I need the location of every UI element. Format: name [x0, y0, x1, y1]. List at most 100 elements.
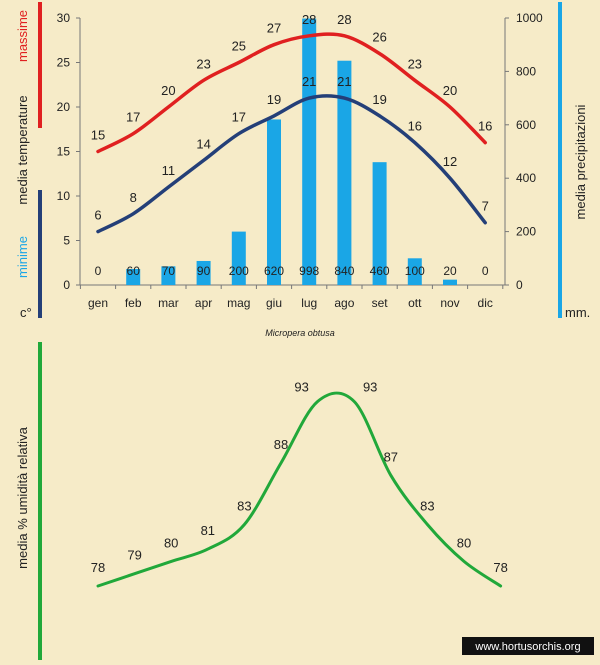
minime-data-label: 19	[267, 92, 281, 107]
left-tick-label: 5	[63, 234, 70, 248]
humidity-data-label: 88	[274, 437, 288, 452]
watermark-box	[462, 637, 594, 655]
minime-data-label: 11	[162, 163, 176, 178]
humidity-data-label: 83	[237, 499, 251, 514]
precip-axis-label: media precipitazioni	[573, 104, 588, 219]
minime-data-label: 17	[232, 110, 246, 125]
massime-data-label: 20	[161, 83, 175, 98]
x-tick-label: lug	[301, 296, 317, 310]
precip-bar	[196, 260, 211, 285]
celsius-unit: c°	[20, 305, 32, 320]
precip-data-label: 620	[264, 264, 284, 278]
precip-data-label: 998	[299, 264, 319, 278]
x-tick-label: apr	[195, 296, 212, 310]
humidity-data-label: 93	[294, 380, 308, 395]
x-tick-label: set	[372, 296, 389, 310]
precip-bar	[161, 266, 176, 285]
massime-data-label: 28	[302, 12, 316, 27]
precip-data-label: 100	[405, 264, 425, 278]
right-tick-label: 800	[516, 64, 536, 78]
humidity-data-label: 87	[384, 449, 398, 464]
mm-unit: mm.	[565, 305, 590, 320]
minime-line	[96, 94, 487, 234]
x-tick-label: ago	[334, 296, 354, 310]
massime-label: massime	[15, 10, 30, 62]
minime-data-label: 16	[408, 119, 422, 134]
minime-data-label: 21	[302, 74, 316, 89]
precip-bar	[126, 268, 141, 285]
massime-data-label: 16	[478, 119, 492, 134]
species-caption: Micropera obtusa	[265, 328, 335, 338]
precip-data-label: 90	[197, 264, 211, 278]
massime-data-label: 23	[196, 56, 210, 71]
humidity-data-label: 81	[201, 523, 215, 538]
x-tick-label: nov	[440, 296, 459, 310]
x-tick-label: feb	[125, 296, 142, 310]
x-tick-label: giu	[266, 296, 282, 310]
precip-data-label: 20	[443, 264, 457, 278]
precip-bar	[443, 279, 457, 285]
precip-bar	[407, 258, 422, 285]
humidity-chart: 78 79 80 81 83 88 93 93 87 83 80 78	[91, 380, 508, 588]
watermark-text: www.hortusorchis.org	[474, 641, 580, 653]
humidity-data-label: 78	[493, 560, 507, 575]
media-temperature-label: media temperature	[15, 95, 30, 204]
humidity-axis-label: media % umidità relativa	[15, 426, 30, 568]
left-tick-label: 10	[57, 189, 71, 203]
x-tick-label: mar	[158, 296, 179, 310]
humidity-data-label: 79	[127, 548, 141, 563]
minime-data-label: 7	[482, 199, 489, 214]
left-tick-label: 0	[63, 278, 70, 292]
precip-data-label: 840	[334, 264, 354, 278]
x-tick-label: ott	[408, 296, 422, 310]
massime-line	[96, 32, 487, 154]
massime-data-label: 25	[232, 39, 246, 54]
precip-bar	[231, 231, 246, 285]
humidity-line	[96, 391, 503, 588]
right-tick-label: 400	[516, 171, 536, 185]
left-tick-label: 15	[57, 145, 71, 159]
left-tick-label: 20	[57, 100, 71, 114]
minime-data-label: 14	[196, 136, 210, 151]
massime-data-label: 15	[91, 128, 105, 143]
precip-bar	[267, 119, 281, 286]
precip-data-label: 60	[127, 264, 141, 278]
massime-data-label: 20	[443, 83, 457, 98]
massime-data-label: 23	[408, 56, 422, 71]
minime-data-label: 21	[337, 74, 351, 89]
humidity-data-label: 83	[420, 499, 434, 514]
precip-data-label: 200	[229, 264, 249, 278]
left-tick-label: 25	[57, 56, 71, 70]
massime-data-label: 28	[337, 12, 351, 27]
massime-data-label: 27	[267, 21, 281, 36]
massime-data-label: 17	[126, 110, 140, 125]
precip-data-label: 70	[162, 264, 176, 278]
humidity-data-label: 78	[91, 560, 105, 575]
precip-data-label: 0	[95, 264, 102, 278]
precip-data-label: 0	[482, 264, 489, 278]
precip-bar	[337, 60, 352, 285]
x-tick-label: gen	[88, 296, 108, 310]
right-tick-label: 200	[516, 225, 536, 239]
minime-data-label: 12	[443, 154, 457, 169]
precip-data-label: 460	[370, 264, 390, 278]
precip-bar	[372, 162, 387, 285]
x-tick-label: mag	[227, 296, 250, 310]
right-tick-label: 1000	[516, 11, 543, 25]
x-tick-label: dic	[478, 296, 493, 310]
minime-data-label: 19	[372, 92, 386, 107]
humidity-data-label: 93	[363, 380, 377, 395]
right-tick-label: 600	[516, 118, 536, 132]
precip-bar	[302, 18, 317, 286]
humidity-data-label: 80	[164, 535, 178, 550]
massime-data-label: 26	[372, 30, 386, 45]
minime-label: minime	[15, 236, 30, 278]
left-tick-label: 30	[57, 11, 71, 25]
right-tick-label: 0	[516, 278, 523, 292]
minime-data-label: 8	[130, 190, 137, 205]
minime-data-label: 6	[94, 208, 101, 223]
humidity-data-label: 80	[457, 535, 471, 550]
